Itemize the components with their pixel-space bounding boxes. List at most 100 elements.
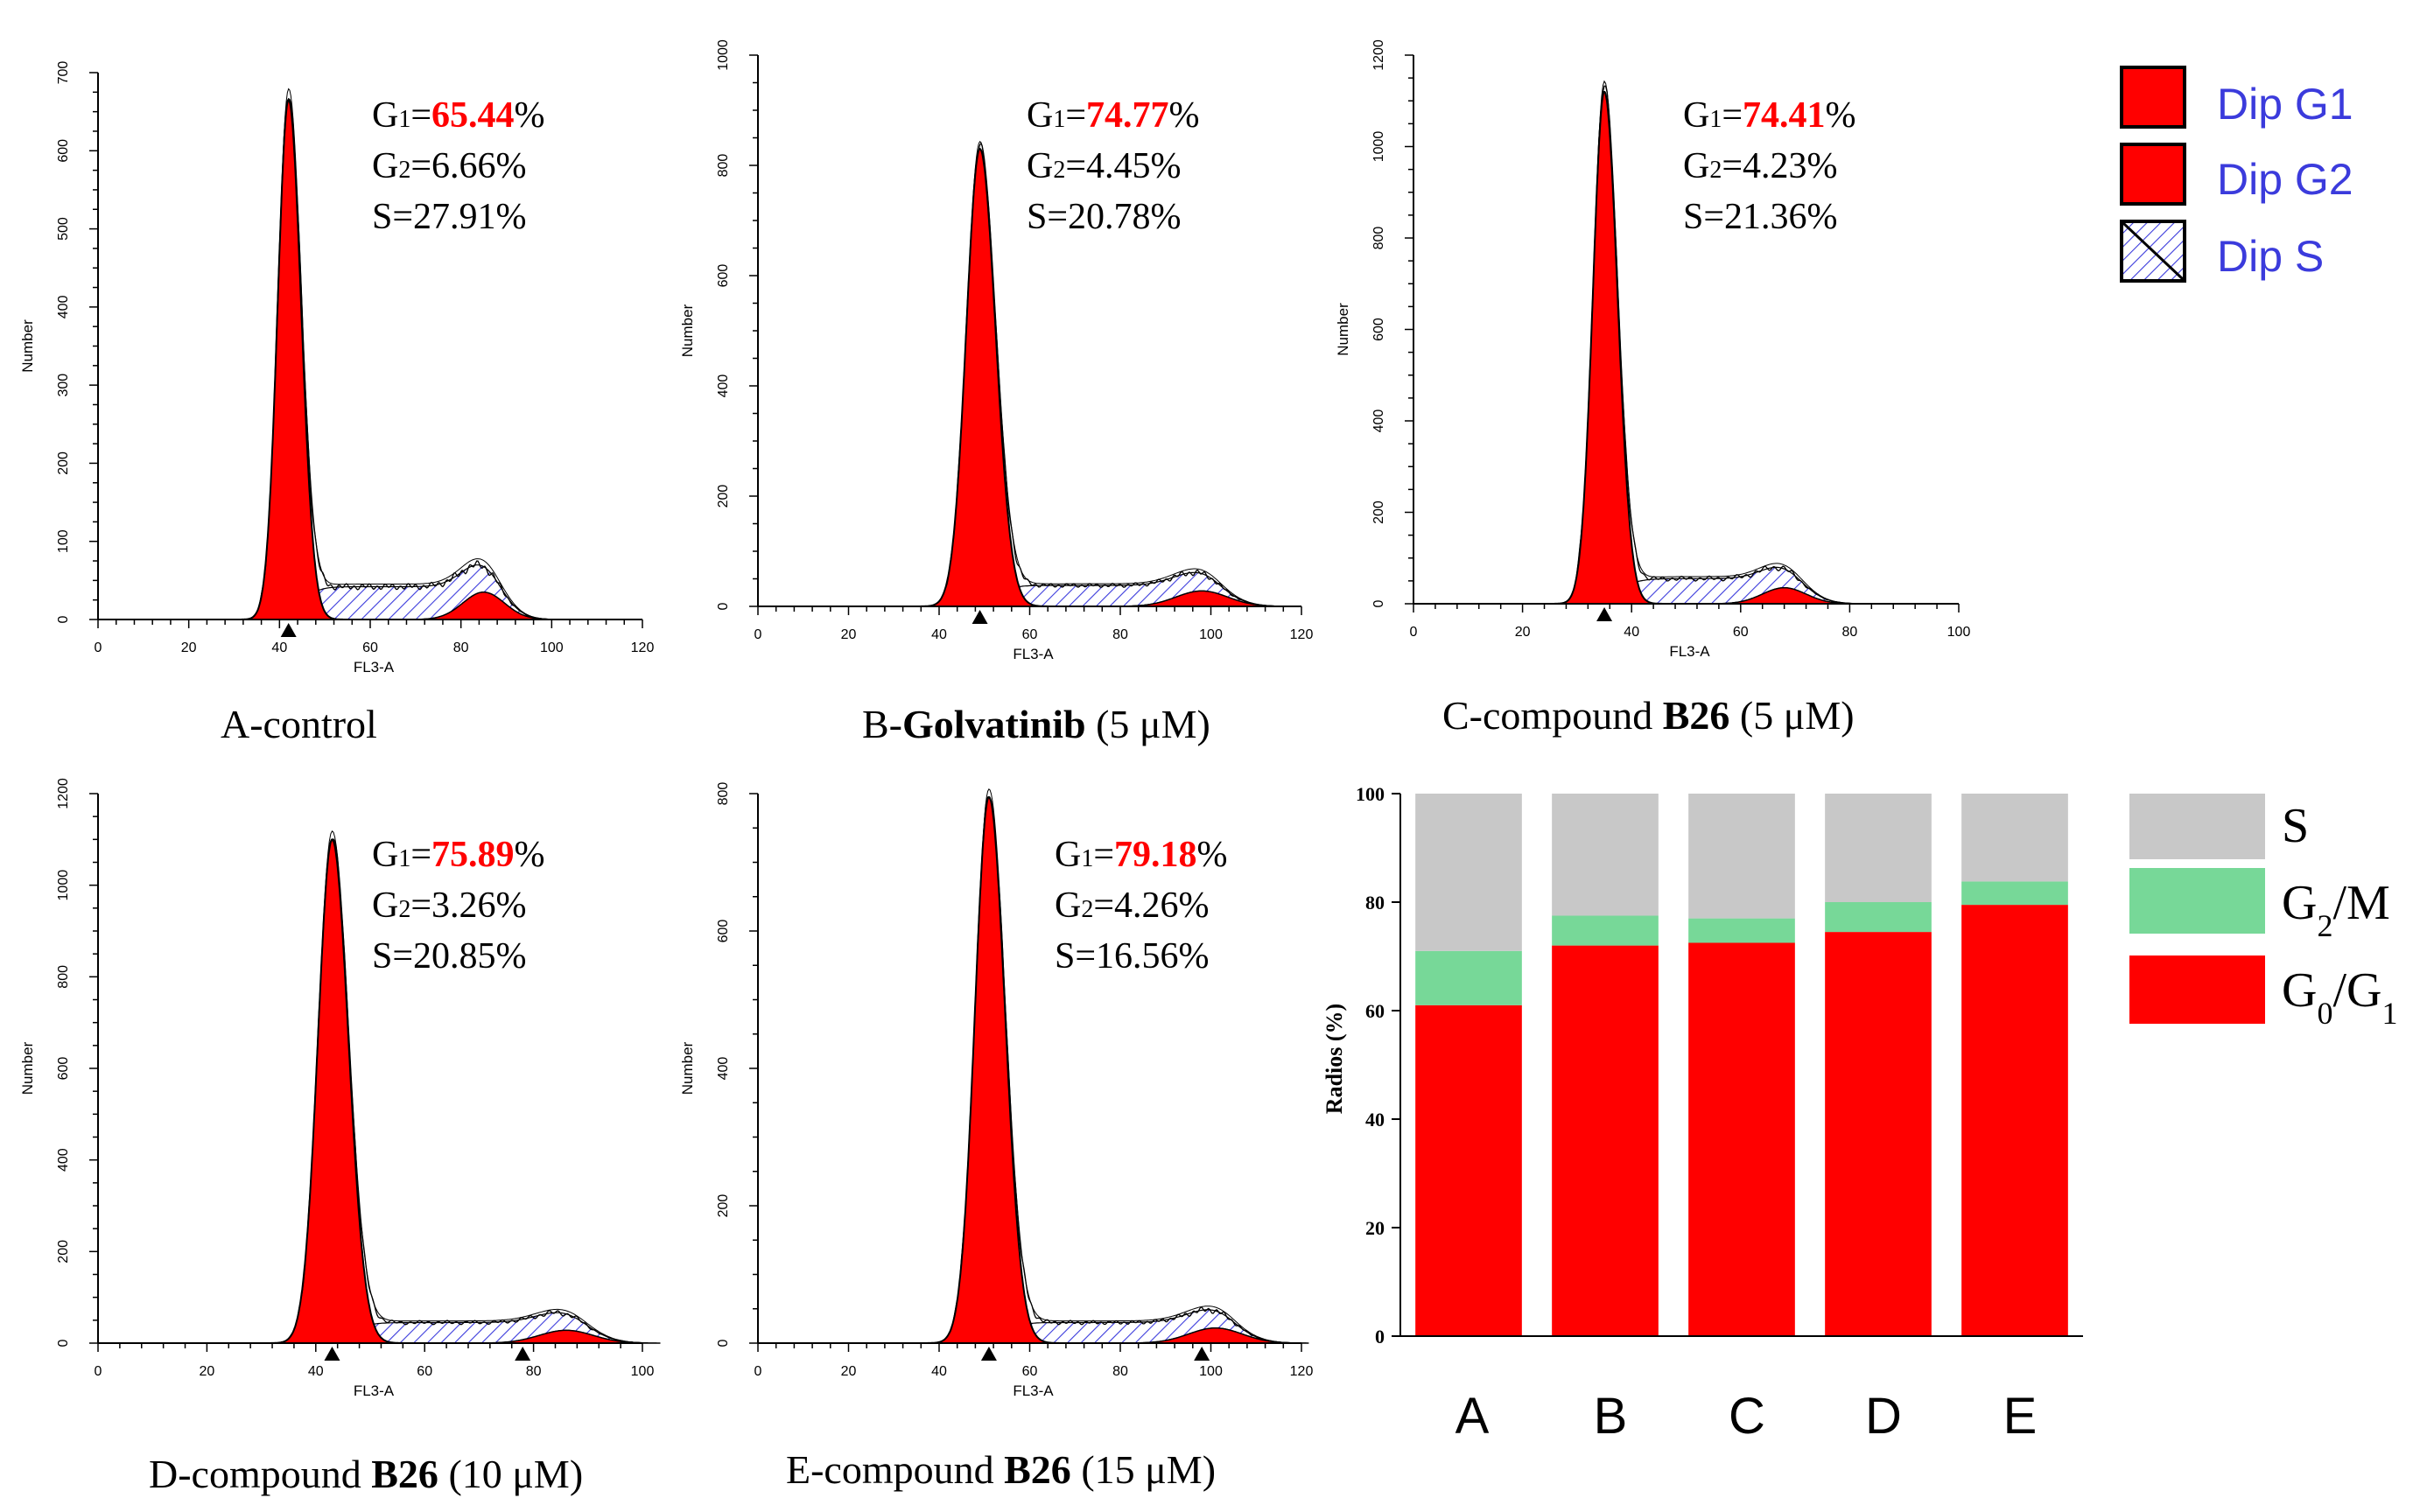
y-axis-label: Number: [679, 1041, 696, 1095]
bar-category-label: D: [1865, 1388, 1902, 1445]
bar-a-s: [1415, 794, 1522, 951]
caption-prefix: B-: [862, 702, 902, 746]
stat-s-eq: =: [1047, 197, 1068, 237]
y-tick-label: 0: [716, 602, 731, 610]
caption-suffix: (5 μM): [1086, 702, 1210, 746]
caption-prefix: D-compound: [149, 1452, 371, 1496]
peak-marker-icon: [980, 1347, 997, 1361]
x-tick-label: 100: [1199, 627, 1223, 642]
stat-g1-value: 79.18: [1114, 835, 1197, 875]
bar-y-tick-label: 0: [1375, 1326, 1385, 1348]
bar-b-s: [1552, 794, 1659, 916]
bar-y-tick-label: 20: [1365, 1217, 1385, 1239]
y-tick-label: 600: [1371, 318, 1386, 341]
stat-g1-sub: 1: [1709, 106, 1722, 133]
y-tick-label: 600: [56, 139, 71, 163]
stat-g1-sub: 1: [1053, 106, 1065, 133]
x-tick-label: 120: [1290, 1364, 1314, 1379]
stat-g1-label: G: [1027, 95, 1053, 136]
caption-suffix: (10 μM): [438, 1452, 583, 1496]
y-tick-label: 100: [56, 529, 71, 553]
panel-caption: C-compound B26 (5 μM): [1442, 693, 1855, 738]
stat-s-value: 21.36%: [1724, 197, 1838, 237]
legend-label-dip-s: Dip S: [2217, 232, 2324, 281]
x-axis-label: FL3-A: [354, 1382, 395, 1399]
dip-g2-peak: [410, 592, 557, 620]
bar-category-label: A: [1455, 1388, 1490, 1445]
y-tick-label: 1000: [1371, 131, 1386, 163]
stat-s-value: 16.56%: [1096, 936, 1210, 976]
x-tick-label: 60: [1733, 625, 1749, 640]
bar-y-tick-label: 80: [1365, 892, 1385, 914]
bar-legend-g0g1-main: G: [2282, 963, 2317, 1018]
stat-g2: G2=3.26%: [372, 886, 527, 926]
stat-g1-eq: =: [1722, 95, 1743, 136]
bar-e-g0g1: [1961, 905, 2068, 1336]
stat-g2-label: G: [372, 886, 398, 926]
x-tick-label: 40: [1624, 625, 1639, 640]
y-tick-label: 500: [56, 217, 71, 241]
panel-caption: E-compound B26 (15 μM): [786, 1447, 1216, 1492]
histogram-panel-e: 0 20 40 60 80 100 120 0 200 400 600 800 FL3-A Number G…: [679, 782, 1313, 1492]
bar-category-label: B: [1594, 1388, 1628, 1445]
histogram-outline: [758, 796, 1301, 1344]
stat-g2: G2=4.23%: [1683, 146, 1838, 186]
bar-legend-g0g1-sub: 0: [2317, 996, 2332, 1031]
stat-g1-label: G: [372, 95, 398, 136]
x-tick-label: 20: [1515, 625, 1531, 640]
bar-legend-label-s: S: [2282, 799, 2309, 853]
legend-label-dip-g1: Dip G1: [2217, 80, 2353, 129]
stat-s-label: S: [1683, 197, 1703, 237]
stat-g2-value: 4.26%: [1114, 886, 1210, 926]
bar-b-g2m: [1552, 915, 1659, 946]
y-tick-label: 200: [56, 452, 71, 475]
stat-g1: G1=75.89%: [372, 835, 545, 875]
stat-g1-eq: =: [1093, 835, 1114, 875]
stat-g2: G2=4.45%: [1027, 146, 1182, 186]
caption-prefix: E-compound: [786, 1447, 1004, 1492]
x-tick-label: 100: [540, 640, 564, 655]
stat-g1-label: G: [1055, 835, 1081, 875]
x-tick-label: 0: [95, 640, 102, 655]
x-tick-label: 60: [362, 640, 378, 655]
stat-g1-label: G: [372, 835, 398, 875]
stat-g1-eq: =: [1065, 95, 1086, 136]
histogram-panel-c: 0 20 40 60 80 100020040060080010001200FL3-ANu…: [1335, 39, 1970, 738]
stat-g1-value: 75.89: [431, 835, 515, 875]
y-tick-label: 1200: [56, 778, 71, 809]
bar-legend-g0g1-sub2: 1: [2381, 996, 2397, 1031]
x-tick-label: 20: [841, 1364, 857, 1379]
panel-caption: B-Golvatinib (5 μM): [862, 702, 1210, 746]
y-tick-label: 200: [716, 1194, 731, 1218]
bar-y-tick-label: 60: [1365, 1000, 1385, 1022]
stat-s: S=20.85%: [372, 936, 527, 976]
bar-d-s: [1825, 794, 1932, 902]
caption-suffix: (15 μM): [1071, 1447, 1216, 1492]
x-tick-label: 40: [931, 627, 947, 642]
stat-g1-eq: =: [410, 95, 431, 136]
y-tick-label: 300: [56, 374, 71, 397]
bar-legend-label-g2m: G2/M: [2282, 876, 2390, 943]
stat-s-eq: =: [1075, 936, 1096, 976]
histogram-panels: 0 20 40 60 80 100 1200100200300400500600700FL3…: [19, 39, 1970, 1496]
stat-g1-value: 65.44: [431, 95, 515, 136]
bar-c-g2m: [1688, 918, 1795, 943]
stat-g2-sub: 2: [1081, 896, 1093, 923]
stat-g2-label: G: [1055, 886, 1081, 926]
stat-g2: G2=6.66%: [372, 146, 527, 186]
x-tick-label: 0: [754, 627, 762, 642]
x-tick-label: 40: [308, 1364, 324, 1379]
histogram-legend: Dip G1 Dip G2 Dip S: [2120, 66, 2353, 283]
caption-prefix: C-compound: [1442, 693, 1663, 738]
y-tick-label: 0: [56, 615, 71, 623]
y-tick-label: 800: [1371, 227, 1386, 250]
y-tick-label: 400: [1371, 410, 1386, 433]
y-tick-label: 700: [56, 61, 71, 85]
y-tick-label: 800: [56, 965, 71, 989]
bar-legend-g0g1-tail: /G: [2332, 963, 2381, 1018]
stat-g1: G1=74.41%: [1683, 95, 1856, 136]
caption-bold: Golvatinib: [902, 702, 1086, 746]
stat-g2: G2=4.26%: [1055, 886, 1210, 926]
peak-marker-icon: [515, 1347, 531, 1361]
